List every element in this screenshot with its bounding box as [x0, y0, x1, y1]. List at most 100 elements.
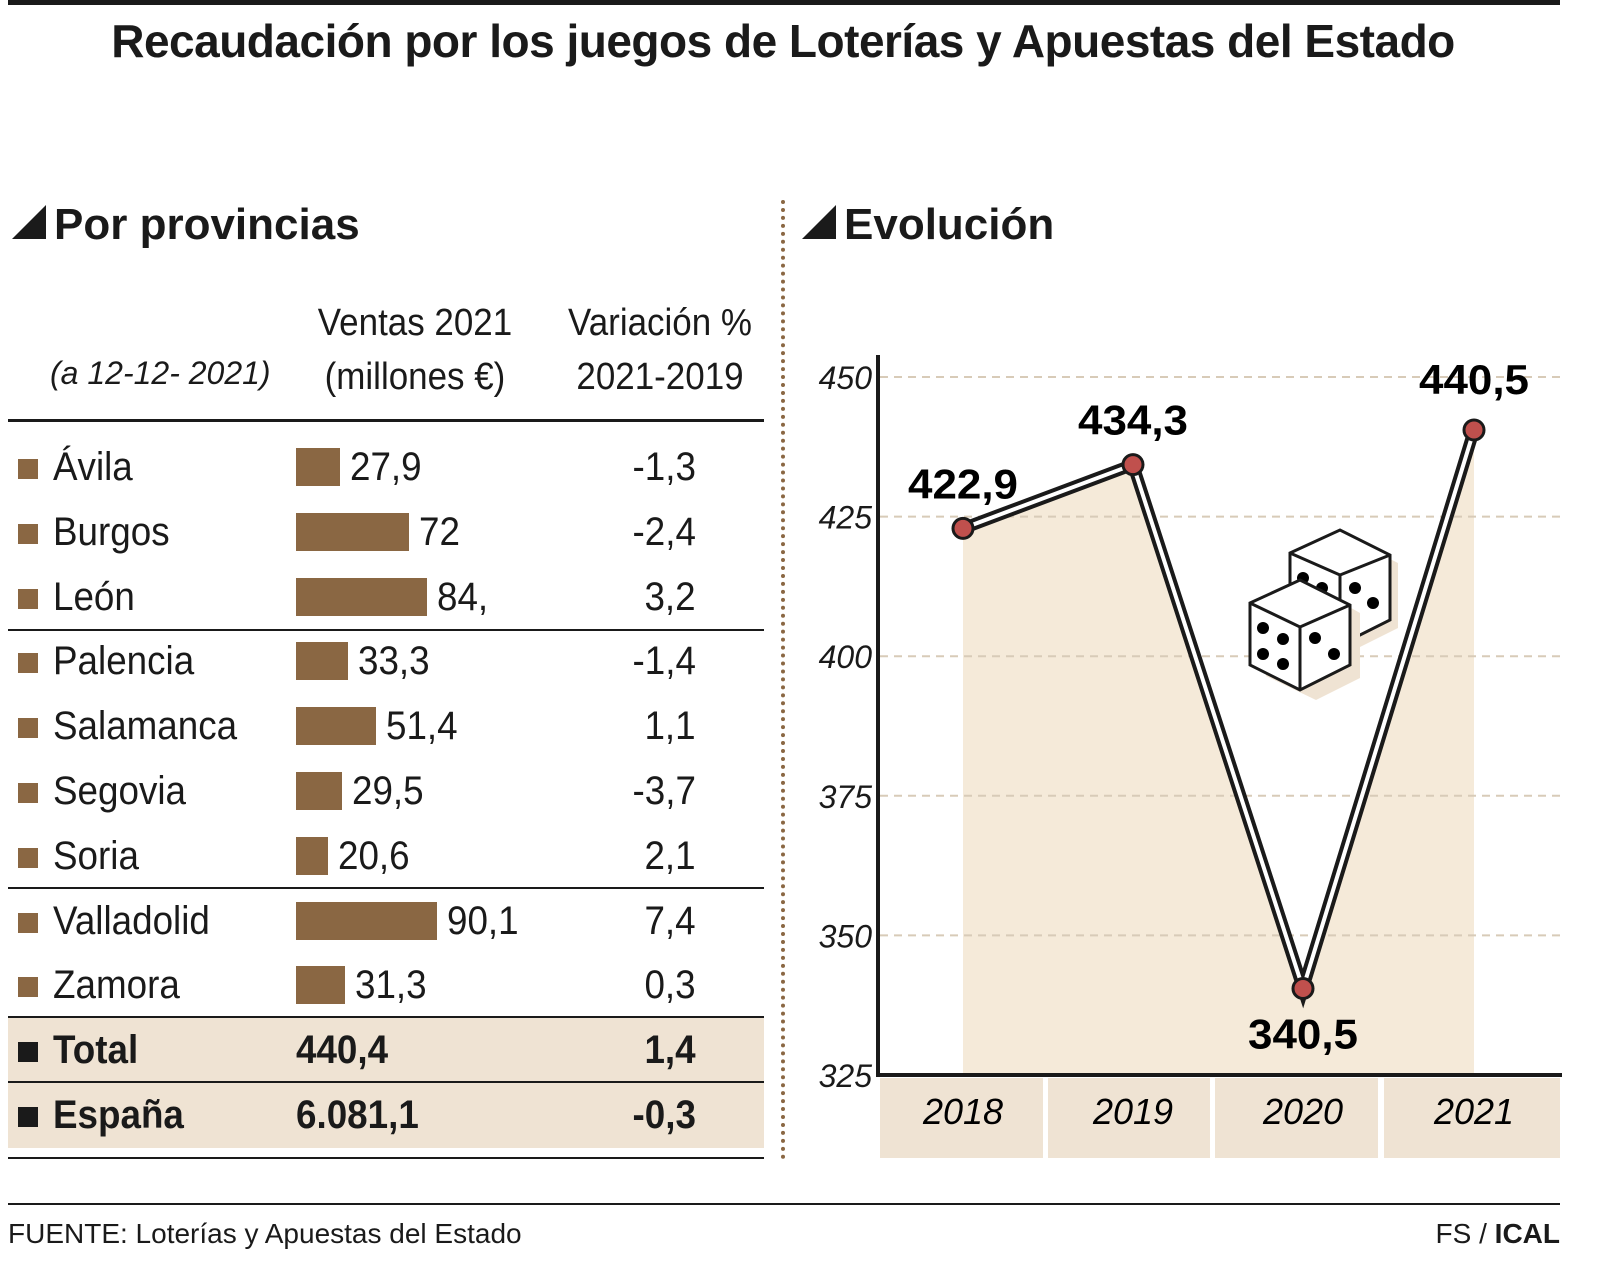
sales-value: 72	[418, 509, 460, 554]
col-header-line: Ventas 2021	[317, 302, 513, 344]
series-line-inner	[962, 429, 1476, 996]
data-point	[951, 516, 975, 540]
province-name: Palencia	[53, 639, 195, 684]
dotted-divider	[781, 200, 785, 1160]
credit: FS / ICAL	[1436, 1218, 1560, 1250]
bullet-square	[18, 912, 38, 933]
table-rule	[8, 419, 764, 422]
table-row: Segovia 29,5 -3,7	[8, 759, 764, 824]
variation-value: 1,1	[644, 704, 696, 749]
bullet-square	[18, 523, 38, 544]
credit-authors: FS /	[1435, 1218, 1495, 1249]
col-header-line: (millones €)	[324, 356, 506, 398]
table-rule	[8, 887, 764, 889]
sales-value: 84,	[437, 574, 489, 619]
y-tick-label: 350	[819, 918, 873, 954]
table-rule	[8, 629, 764, 631]
table-row: Burgos 72 -2,4	[8, 500, 764, 565]
y-tick-label: 450	[819, 360, 873, 396]
x-tick-label: 2019	[1092, 1091, 1173, 1132]
sales-value: 29,5	[352, 769, 424, 813]
data-label: 340,5	[1248, 1010, 1358, 1057]
data-label: 440,5	[1419, 356, 1529, 403]
sales-bar	[296, 512, 409, 551]
y-tick-label: 375	[819, 779, 873, 815]
total-row: Total 440,4 1,4	[8, 1018, 764, 1083]
sales-value: 6.081,1	[296, 1093, 419, 1137]
variation-value: -3,7	[632, 769, 696, 813]
table-row: Salamanca 51,4 1,1	[8, 694, 764, 759]
data-label: 434,3	[1078, 397, 1188, 444]
province-name: Zamora	[53, 963, 180, 1008]
table-rule	[8, 1081, 764, 1083]
sales-value: 90,1	[447, 898, 519, 943]
province-name: León	[53, 574, 135, 619]
bullet-square	[18, 847, 38, 868]
sales-value: 440,4	[296, 1028, 389, 1072]
y-tick-label: 325	[819, 1058, 873, 1094]
sales-value: 20,6	[338, 833, 410, 878]
province-name: Soria	[53, 833, 139, 878]
sales-bar	[296, 966, 345, 1005]
y-tick-label: 400	[819, 639, 873, 675]
province-name: Salamanca	[53, 704, 238, 749]
total-row: España 6.081,1 -0,3	[8, 1083, 764, 1148]
x-category-band	[1215, 1078, 1378, 1158]
variation-value: 0,3	[644, 963, 696, 1008]
sales-value: 51,4	[386, 704, 459, 749]
sales-bar	[296, 577, 428, 616]
top-rule	[8, 0, 1560, 5]
y-tick-label: 425	[819, 500, 873, 536]
sales-bar	[296, 642, 349, 681]
bullet-square	[18, 783, 38, 803]
sales-bar	[296, 707, 377, 746]
x-tick-label: 2018	[922, 1091, 1003, 1132]
x-tick-label: 2021	[1433, 1091, 1514, 1132]
section-heading: Por provincias	[54, 200, 360, 249]
triangle-icon	[802, 205, 836, 239]
x-category-band	[880, 1078, 1043, 1158]
table-row: León 84, 3,2	[8, 565, 764, 630]
sales-value: 31,3	[354, 963, 427, 1008]
col-header-sales: Ventas 2021 (millones €)	[300, 296, 530, 404]
variation-value: 3,2	[644, 574, 696, 619]
sales-bar	[296, 772, 343, 810]
col-header-variation: Variación % 2021-2019	[554, 296, 766, 404]
variation-value: -1,3	[632, 445, 696, 489]
bullet-square	[18, 1107, 38, 1127]
area-fill	[963, 430, 1474, 1076]
col-header-line: 2021-2019	[576, 356, 744, 398]
variation-value: -1,4	[632, 639, 696, 684]
table-row: Palencia 33,3 -1,4	[8, 629, 764, 694]
variation-value: -0,3	[632, 1093, 696, 1137]
variation-value: -2,4	[632, 509, 696, 554]
page-title: Recaudación por los juegos de Loterías y…	[111, 15, 1455, 67]
province-name: Ávila	[53, 445, 133, 489]
col-header-line: Variación %	[568, 302, 752, 344]
bullet-square	[18, 459, 38, 479]
triangle-icon	[12, 205, 46, 239]
bullet-square	[18, 653, 38, 674]
x-tick-label: 2020	[1262, 1091, 1343, 1132]
x-category-band	[1384, 1078, 1560, 1158]
variation-value: 7,4	[644, 898, 696, 943]
data-point	[1291, 976, 1315, 1000]
table-row: Ávila 27,9 -1,3	[8, 435, 764, 500]
bullet-square	[18, 718, 38, 739]
section-heading: Evolución	[844, 200, 1055, 249]
table-row: Zamora 31,3 0,3	[8, 953, 764, 1018]
source-note: FUENTE: Loterías y Apuestas del Estado	[8, 1218, 522, 1249]
sales-bar	[296, 901, 437, 940]
table-row: Soria 20,6 2,1	[8, 824, 764, 889]
bullet-square	[18, 1042, 38, 1062]
bullet-square	[18, 588, 38, 609]
sales-value: 33,3	[358, 639, 430, 684]
table-rule	[8, 1016, 764, 1018]
section-evolution: Evolución	[802, 200, 1054, 250]
bottom-rule	[8, 1203, 1560, 1205]
province-name: Burgos	[53, 509, 170, 554]
variation-value: 1,4	[644, 1028, 696, 1072]
province-name: Valladolid	[53, 898, 210, 943]
variation-value: 2,1	[644, 833, 696, 878]
